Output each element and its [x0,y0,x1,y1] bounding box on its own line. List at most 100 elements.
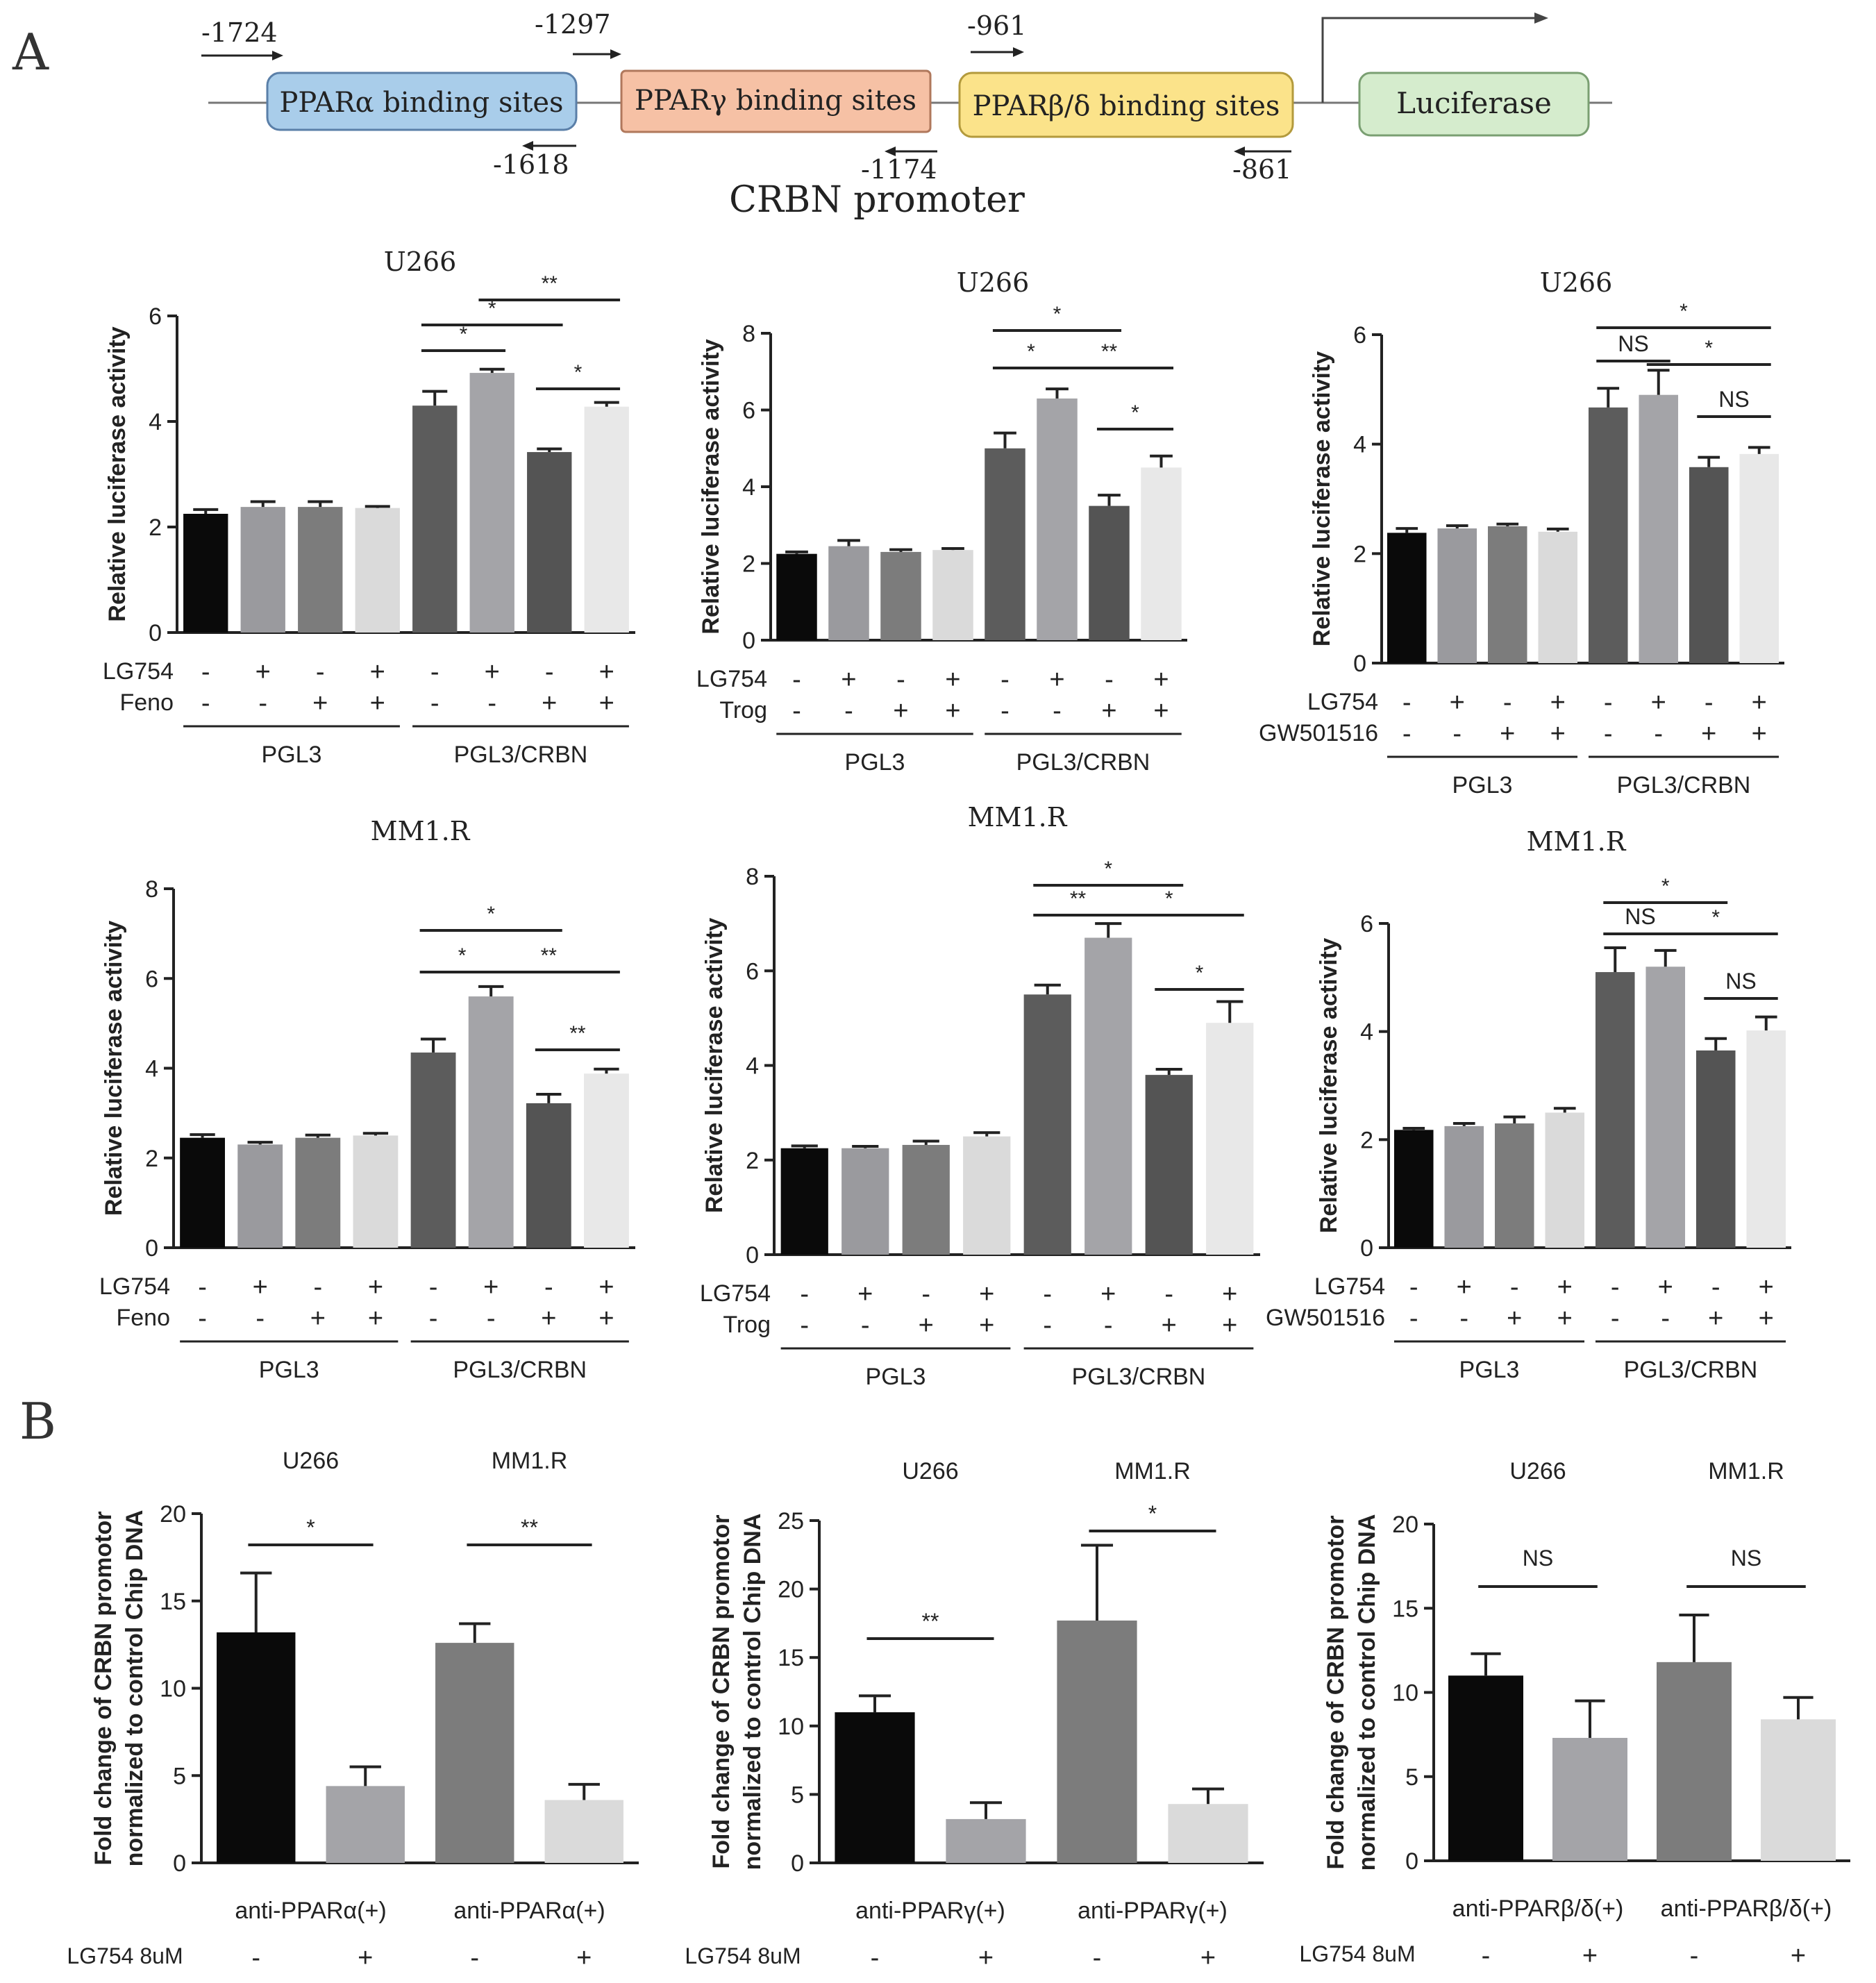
y-axis-label-line-0: Fold change of CRBN promotor [708,1515,735,1869]
y-tick-label: 20 [1392,1512,1418,1538]
bar-6 [527,452,572,633]
y-tick-label: 25 [778,1508,804,1534]
sig-label-1: * [1148,1501,1157,1526]
row-label-lg754: LG754 [700,1280,771,1307]
row-label-treatment: Feno [117,1305,171,1331]
y-axis-label-line-0: Fold change of CRBN promotor [90,1512,117,1866]
y-tick-label: 6 [742,398,755,424]
sign-row1-2: - [316,658,325,687]
sign-row2-5: - [1104,1311,1113,1340]
row-label-lg754: LG754 [1307,689,1378,715]
sign-row2-4: - [1043,1311,1052,1340]
y-axis-label-line-0: Fold change of CRBN promotor [1323,1516,1349,1870]
sig-label-0: NS [1625,904,1655,929]
treatment-sign-3: + [576,1943,592,1973]
sign-row2-6: + [541,1304,556,1333]
sign-row2-1: - [258,689,267,718]
bar-5 [1645,967,1686,1248]
bar-1 [946,1818,1026,1863]
sign-row2-0: - [792,696,801,726]
bar-2 [435,1643,514,1863]
sign-row1-4: - [1611,1273,1620,1302]
bar-6 [1695,1050,1736,1248]
bar-3 [353,1135,399,1248]
sign-row2-6: + [1101,696,1116,726]
group-label-pgl3: PGL3 [1452,772,1513,798]
sign-row2-6: + [1162,1311,1177,1340]
bar-3 [544,1800,623,1863]
bar-5 [1037,398,1078,640]
sign-row2-5: - [1661,1304,1670,1333]
sign-row1-3: + [370,658,385,687]
sig-label-3: ** [569,1022,586,1045]
sign-row1-6: - [545,658,554,687]
chart-mm1r-gw501516: MM1.R 0 2 4 6 Relative luciferase activity LG7… [1266,826,1791,1383]
bar-3 [1545,1112,1585,1248]
sign-row2-0: - [1402,719,1412,748]
y-tick-label: 8 [746,864,759,890]
sig-label-3: NS [1725,969,1756,994]
sign-row2-7: + [598,1304,614,1333]
sign-row1-0: - [198,1273,207,1302]
y-tick-label: 15 [778,1645,804,1671]
y-tick-label: 0 [149,620,162,646]
bar-4 [985,448,1025,640]
sign-row1-3: + [1550,688,1566,717]
sign-row1-5: + [1658,1273,1673,1302]
y-axis-label: Relative luciferase activity [101,921,127,1216]
luciferase-label: Luciferase [1396,86,1552,120]
sign-row1-7: + [1222,1280,1237,1309]
sign-row2-7: + [1222,1311,1237,1340]
sign-row1-3: + [1557,1273,1573,1302]
row-label-lg754: LG754 [103,658,174,685]
bar-2 [1057,1620,1137,1863]
y-tick-label: 4 [742,474,755,501]
y-tick-label: 15 [1392,1596,1418,1622]
sign-row2-1: - [256,1304,265,1333]
sign-row2-3: + [979,1311,994,1340]
sign-row1-5: + [1651,688,1666,717]
treatment-sign-0: - [871,1943,880,1973]
y-tick-label: 6 [149,303,162,330]
bar-7 [584,1073,629,1248]
bar-7 [1739,453,1779,663]
chart-title: MM1.R [968,802,1068,832]
sign-row1-4: - [430,658,439,687]
y-tick-label: 10 [778,1714,804,1740]
y-tick-label: 5 [1405,1764,1418,1791]
treatment-sign-1: + [1582,1941,1598,1971]
sign-row1-2: - [896,665,905,694]
sign-row2-7: + [1759,1304,1774,1333]
y-tick-label: 4 [149,409,162,435]
sig-label-1: * [1053,303,1062,326]
sign-row1-1: + [256,658,271,687]
sig-label-2: ** [1101,340,1118,363]
treatment-sign-0: - [251,1943,260,1973]
sign-row1-4: - [1000,665,1010,694]
y-tick-label: 4 [746,1053,759,1080]
sign-row2-4: - [1611,1304,1620,1333]
sign-row2-3: + [370,689,385,718]
group-label-pgl3-crbn: PGL3/CRBN [1624,1357,1758,1383]
sign-row2-0: - [1409,1304,1418,1333]
chart-u266-gw501516: U266 0 2 4 6 Relative luciferase activity LG75… [1259,267,1784,798]
sig-label-0: NS [1523,1546,1553,1571]
sig-label-0: * [1027,340,1035,363]
bar-0 [776,553,817,640]
y-tick-label: 20 [778,1577,804,1603]
sign-row1-0: - [800,1280,809,1309]
bar-0 [183,514,228,633]
chart-mm1r-trog: MM1.R 0 2 4 6 8 Relative luciferase activity LG… [700,802,1260,1390]
y-axis-label-line-1: normalized to control Chip DNA [122,1510,148,1867]
sign-row1-2: - [313,1273,322,1302]
panel-label-a: A [12,23,49,81]
bar-5 [1639,394,1679,663]
panel-label-b: B [19,1392,56,1450]
bar-3 [1538,531,1578,663]
sign-row1-0: - [792,665,801,694]
sign-row2-0: - [800,1311,809,1340]
sign-row1-1: + [841,665,856,694]
treatment-sign-2: - [1093,1943,1102,1973]
row-label-treatment: GW501516 [1266,1305,1385,1331]
sign-row2-5: - [1053,696,1062,726]
